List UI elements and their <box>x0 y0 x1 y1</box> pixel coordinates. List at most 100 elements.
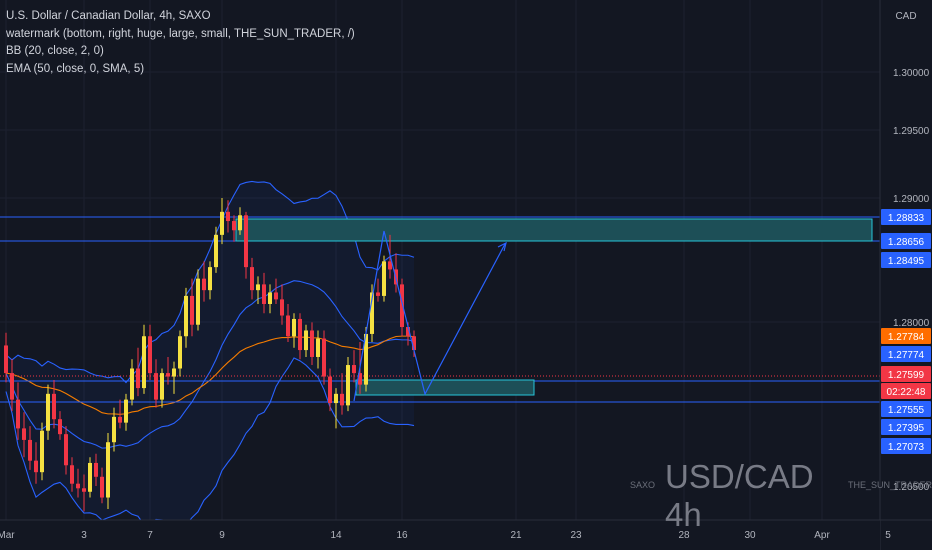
candle-body <box>94 462 98 477</box>
price-tag-bg <box>881 252 931 268</box>
price-tag-timer[interactable]: 02:22:48 <box>881 383 931 399</box>
candle-body <box>154 373 158 400</box>
candle <box>340 373 344 415</box>
candle <box>232 215 236 242</box>
candle-body <box>202 278 206 291</box>
candle-body <box>220 211 224 235</box>
price-tag-ema[interactable]: 1.27784 <box>881 328 931 344</box>
candle <box>214 226 218 273</box>
price-tag-last[interactable]: 1.27599 <box>881 366 931 382</box>
candle-body <box>100 476 104 498</box>
candle-body <box>352 365 356 374</box>
candle <box>376 278 380 302</box>
price-tag-text: 1.27555 <box>888 405 925 416</box>
candle <box>136 347 140 397</box>
candle <box>154 359 158 408</box>
candle-body <box>226 211 230 222</box>
candle-body <box>178 336 182 369</box>
x-tick-label: 30 <box>744 530 756 541</box>
candle-body <box>142 336 146 389</box>
x-tick-label: 14 <box>330 530 342 541</box>
candle-body <box>316 338 320 357</box>
price-tag-level[interactable]: 1.27395 <box>881 419 931 435</box>
candle-body <box>76 483 80 489</box>
candle <box>262 272 266 314</box>
price-tag-level[interactable]: 1.27555 <box>881 401 931 417</box>
legend-bb-indicator[interactable]: BB (20, close, 2, 0) <box>6 45 104 57</box>
candle-body <box>160 373 164 400</box>
candle-body <box>274 292 278 300</box>
price-tag-level[interactable]: 1.28495 <box>881 252 931 268</box>
price-axis[interactable]: CAD 1.30000 1.29500 1.29000 1.28000 1.26500 1.… <box>879 0 932 550</box>
price-tag-level[interactable]: 1.28656 <box>881 233 931 249</box>
candle-body <box>46 393 50 431</box>
candle <box>346 356 350 412</box>
candle <box>310 322 314 366</box>
projection-path[interactable] <box>353 230 506 402</box>
y-tick-label: 1.26500 <box>893 482 930 493</box>
candle <box>250 257 254 300</box>
candle-body <box>334 393 338 404</box>
chart-watermark: SAXO USD/CAD 4h THE_SUN_TRADER <box>630 458 932 534</box>
bb-lower-line <box>5 357 415 526</box>
candle-body <box>298 318 302 351</box>
candle <box>172 361 176 394</box>
candle-body <box>184 295 188 337</box>
legend-ema-indicator[interactable]: EMA (50, close, 0, SMA, 5) <box>6 62 145 75</box>
candle <box>70 457 74 492</box>
price-tag-bg <box>881 366 931 382</box>
candle <box>292 313 296 348</box>
y-tick-label: 1.29500 <box>893 126 930 137</box>
candle-body <box>130 368 134 400</box>
candle-body <box>304 330 308 351</box>
price-tag-bg <box>881 419 931 435</box>
candle-body <box>214 234 218 268</box>
candle-body <box>376 292 380 296</box>
candle <box>196 269 200 331</box>
candle-body <box>286 315 290 337</box>
price-tag-bg <box>881 383 931 399</box>
candle <box>4 332 8 383</box>
candle <box>10 359 14 412</box>
candle-body <box>208 267 212 291</box>
price-tag-text: 1.28833 <box>888 213 925 224</box>
candle-body <box>34 460 38 473</box>
price-tag-bb[interactable]: 1.27774 <box>881 346 931 362</box>
price-tag-level[interactable]: 1.27073 <box>881 438 931 454</box>
candle <box>40 422 44 481</box>
candle <box>46 384 50 440</box>
price-tag-bg <box>881 346 931 362</box>
demand-zone-rect[interactable] <box>355 379 535 396</box>
price-tag-level[interactable]: 1.28833 <box>881 209 931 225</box>
zones[interactable] <box>235 218 873 396</box>
candle-body <box>28 439 32 461</box>
candle <box>160 368 164 408</box>
supply-zone-rect[interactable] <box>235 218 873 242</box>
candle-body <box>64 434 68 466</box>
candle <box>28 426 32 470</box>
candle <box>88 457 92 498</box>
candle <box>286 303 290 342</box>
candle <box>178 330 182 377</box>
candle-body <box>58 419 62 435</box>
bb-upper-line <box>5 180 415 384</box>
candle-body <box>292 318 296 337</box>
candle-body <box>370 292 374 334</box>
candle <box>208 261 212 300</box>
legend-watermark-indicator[interactable]: watermark (bottom, right, huge, large, s… <box>6 27 355 40</box>
candle-body <box>262 284 266 304</box>
candle <box>34 442 38 484</box>
candle-body <box>52 393 56 420</box>
candle <box>244 211 248 279</box>
candle-body <box>190 295 194 325</box>
candle <box>382 255 386 302</box>
candle-body <box>250 267 254 291</box>
time-axis-bg <box>0 520 880 550</box>
legend-symbol-title[interactable]: U.S. Dollar / Canadian Dollar, 4h, SAXO <box>6 10 211 22</box>
price-tag-text: 1.27073 <box>888 442 925 453</box>
time-axis[interactable]: Mar 3 7 9 14 16 21 23 28 30 Apr 5 <box>0 519 932 550</box>
y-tick-label: 1.30000 <box>893 68 930 79</box>
candle-body <box>70 465 74 484</box>
price-axis-bg <box>880 0 932 550</box>
